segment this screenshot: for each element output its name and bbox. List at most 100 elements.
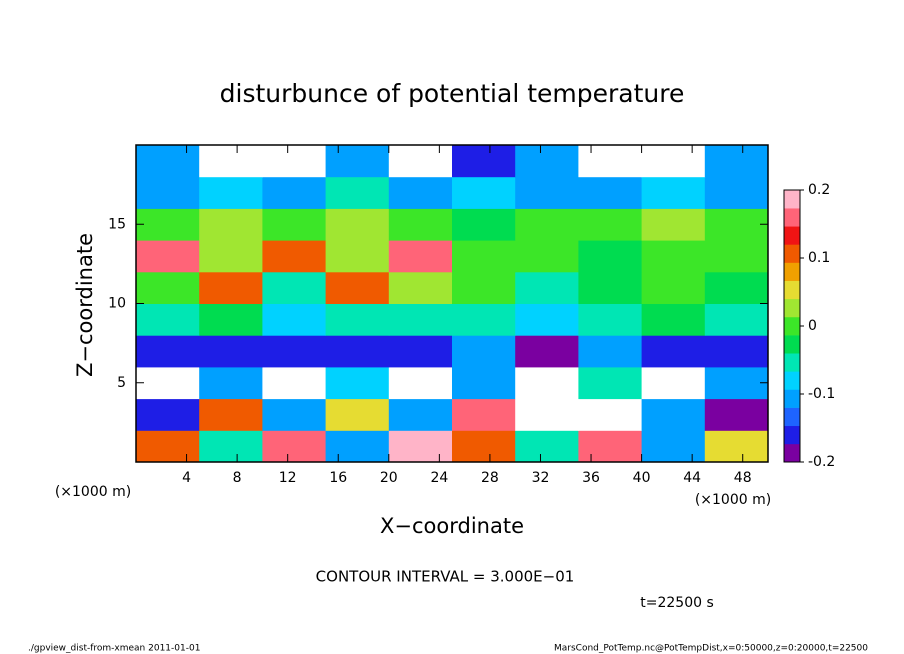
x-tick-label: 40 [633, 470, 651, 486]
heat-cell [388, 398, 453, 431]
heat-cell [199, 430, 263, 463]
heat-cell [388, 366, 453, 400]
heat-cell [452, 208, 516, 241]
heat-cell [325, 430, 390, 463]
colorbar-swatch [784, 280, 800, 300]
heat-cell [704, 208, 769, 241]
heat-cell [704, 303, 769, 336]
heat-cell [578, 303, 643, 336]
heat-cell [578, 240, 643, 273]
colorbar-swatch [784, 244, 800, 263]
heat-cell [578, 271, 643, 304]
heat-cell [452, 366, 516, 400]
heat-cell [325, 145, 390, 178]
heat-cell [452, 335, 516, 368]
heat-cell [325, 335, 390, 368]
heat-cell [199, 303, 263, 336]
colorbar-swatch [784, 298, 800, 318]
heat-cell [452, 271, 516, 304]
colorbar-tick-label: -0.2 [808, 454, 835, 470]
heat-cell [262, 335, 327, 368]
heat-cell [515, 366, 579, 400]
heat-cell [262, 366, 327, 400]
heat-cell [325, 303, 390, 336]
heat-cell [641, 176, 706, 209]
time-note: t=22500 s [640, 595, 714, 611]
footer-right: MarsCond_PotTemp.nc@PotTempDist,x=0:5000… [554, 644, 868, 654]
heat-cell [578, 208, 643, 241]
colorbar-swatch [784, 190, 800, 209]
heat-cell [262, 271, 327, 304]
colorbar-swatch [784, 316, 800, 336]
heat-cell [388, 208, 453, 241]
heat-cell [325, 271, 390, 304]
heat-cell [578, 176, 643, 209]
heat-cell [704, 335, 769, 368]
heat-cell [388, 176, 453, 209]
x-tick-label: 44 [683, 470, 701, 486]
heat-cell [262, 208, 327, 241]
heat-cell [641, 335, 706, 368]
heat-cell [578, 366, 643, 400]
y-tick-label: 15 [108, 216, 126, 232]
heat-cell [704, 398, 769, 431]
y-axis-label: Z−coordinate [73, 233, 97, 377]
colorbar-swatch [784, 262, 800, 281]
heat-cell [199, 366, 263, 400]
heat-cell [641, 366, 706, 400]
x-tick-label: 12 [279, 470, 297, 486]
heat-cell [136, 208, 200, 241]
heat-cell [199, 176, 263, 209]
heat-cell [641, 208, 706, 241]
heat-cell [136, 303, 200, 336]
x-tick-label: 24 [430, 470, 448, 486]
y-tick-label: 5 [117, 375, 126, 391]
heat-cell [515, 335, 579, 368]
heat-cell [388, 430, 453, 463]
colorbar-swatch [784, 371, 800, 390]
colorbar-tick-label: 0 [808, 318, 817, 334]
heat-cell [515, 430, 579, 463]
heat-cell [136, 366, 200, 400]
heat-cell [704, 240, 769, 273]
heat-cell [262, 303, 327, 336]
heat-cell [452, 240, 516, 273]
heat-cell [704, 366, 769, 400]
colorbar-swatch [784, 226, 800, 245]
heat-cell [452, 430, 516, 463]
x-unit: (×1000 m) [695, 492, 771, 508]
heat-cell [388, 271, 453, 304]
colorbar-swatch [784, 353, 800, 372]
heat-cell [578, 398, 643, 431]
x-tick-label: 16 [329, 470, 347, 486]
heat-cell [704, 176, 769, 209]
x-tick-label: 20 [380, 470, 398, 486]
heat-cell [515, 176, 579, 209]
heat-cell [136, 430, 200, 463]
x-tick-label: 48 [734, 470, 752, 486]
colorbar-swatch [784, 335, 800, 354]
x-tick-label: 8 [233, 470, 242, 486]
heat-cell [388, 145, 453, 178]
heat-cell [515, 303, 579, 336]
heat-cell [641, 303, 706, 336]
heat-cell [704, 145, 769, 178]
heat-cell [578, 335, 643, 368]
heat-cell [641, 271, 706, 304]
heat-cell [325, 176, 390, 209]
colorbar-swatch [784, 389, 800, 408]
heat-cell [262, 430, 327, 463]
colorbar-tick-label: -0.1 [808, 386, 835, 402]
heat-cell [136, 335, 200, 368]
heat-cell [136, 240, 200, 273]
heat-cell [704, 271, 769, 304]
heat-cell [199, 240, 263, 273]
heat-cell [199, 398, 263, 431]
colorbar-tick-label: 0.2 [808, 182, 830, 198]
heat-cell [199, 271, 263, 304]
y-unit: (×1000 m) [55, 484, 131, 500]
heat-cell [452, 398, 516, 431]
heat-cell [136, 145, 200, 178]
heat-cell [515, 240, 579, 273]
